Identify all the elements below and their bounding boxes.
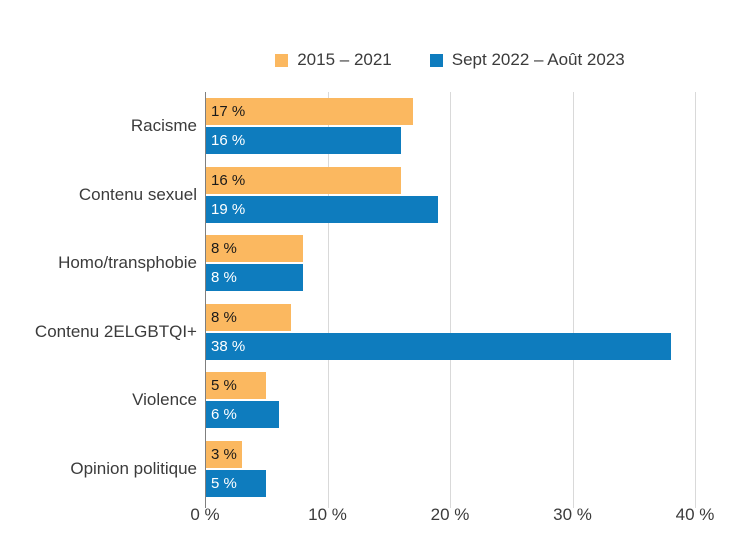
- category-labels: Racisme Contenu sexuel Homo/transphobie Con…: [0, 92, 197, 503]
- gridline: [450, 92, 451, 508]
- x-axis-tick-label: 0 %: [190, 505, 220, 524]
- bar-sept2022-aout2023: 19 %: [205, 195, 438, 223]
- legend-item: Sept 2022 – Août 2023: [429, 50, 625, 70]
- bar-value-label: 5 %: [211, 474, 237, 492]
- bar-2015-2021: 8 %: [205, 303, 291, 331]
- x-axis-tick-labels: 0 % 10 % 20 % 30 % 40 %: [190, 505, 714, 529]
- bar-group: 17 % 16 %: [205, 92, 695, 161]
- bar-group: 16 % 19 %: [205, 161, 695, 230]
- bar-group: 8 % 8 %: [205, 229, 695, 298]
- category-label: Racisme: [130, 116, 197, 136]
- bar-value-label: 17 %: [211, 103, 246, 121]
- x-axis-tick-label: 40 %: [675, 505, 715, 524]
- category-label: Opinion politique: [70, 458, 197, 478]
- bar-sept2022-aout2023: 16 %: [205, 127, 401, 155]
- bar-value-label: 16 %: [211, 132, 246, 150]
- bar-value-label: 6 %: [211, 406, 237, 424]
- category-label: Violence: [132, 390, 197, 410]
- bar-2015-2021: 8 %: [205, 235, 303, 263]
- bar-value-label: 8 %: [211, 308, 237, 326]
- bar-sept2022-aout2023: 5 %: [205, 469, 267, 497]
- category-label: Contenu sexuel: [78, 184, 197, 204]
- legend-swatch-icon: [275, 53, 289, 67]
- bar-sept2022-aout2023: 8 %: [205, 264, 303, 292]
- category-label: Contenu 2ELGBTQI+: [34, 321, 197, 341]
- bar-value-label: 5 %: [211, 377, 237, 395]
- legend-label: 2015 – 2021: [297, 50, 392, 69]
- bar-2015-2021: 5 %: [205, 372, 267, 400]
- bar-value-label: 3 %: [211, 445, 237, 463]
- bar-value-label: 38 %: [211, 337, 246, 355]
- legend-item: 2015 – 2021: [275, 50, 392, 70]
- bar-rows: 17 % 16 % 16 % 19 % 8 % 8 % 8 % 38 % 5 % 6 % 3 % 5 …: [205, 92, 695, 503]
- x-axis-tick-label: 10 %: [308, 505, 347, 524]
- bar-sept2022-aout2023: 6 %: [205, 401, 279, 429]
- bar-2015-2021: 16 %: [205, 166, 401, 194]
- x-axis-tick-label: 20 %: [430, 505, 470, 524]
- bar-value-label: 19 %: [211, 200, 246, 218]
- gridline: [327, 92, 329, 508]
- gridline: [695, 92, 696, 508]
- bar-group: 3 % 5 %: [205, 435, 695, 504]
- bar-value-label: 16 %: [211, 171, 246, 189]
- bar-2015-2021: 17 %: [205, 98, 414, 126]
- bar-2015-2021: 3 %: [205, 440, 242, 468]
- plot-area: 17 % 16 % 16 % 19 % 8 % 8 % 8 % 38 % 5 % 6 % 3 % 5 …: [205, 92, 696, 508]
- x-axis-tick-label: 30 %: [553, 505, 592, 524]
- bar-sept2022-aout2023: 38 %: [205, 332, 671, 360]
- gridline: [572, 92, 574, 508]
- legend-swatch-icon: [429, 53, 443, 67]
- bar-value-label: 8 %: [211, 240, 237, 258]
- legend-label: Sept 2022 – Août 2023: [451, 50, 625, 69]
- category-label: Homo/transphobie: [58, 253, 197, 273]
- bar-value-label: 8 %: [211, 269, 237, 287]
- y-axis-line: [205, 92, 206, 508]
- bar-group: 8 % 38 %: [205, 298, 695, 367]
- legend: 2015 – 2021 Sept 2022 – Août 2023: [205, 50, 695, 70]
- bar-group: 5 % 6 %: [205, 366, 695, 435]
